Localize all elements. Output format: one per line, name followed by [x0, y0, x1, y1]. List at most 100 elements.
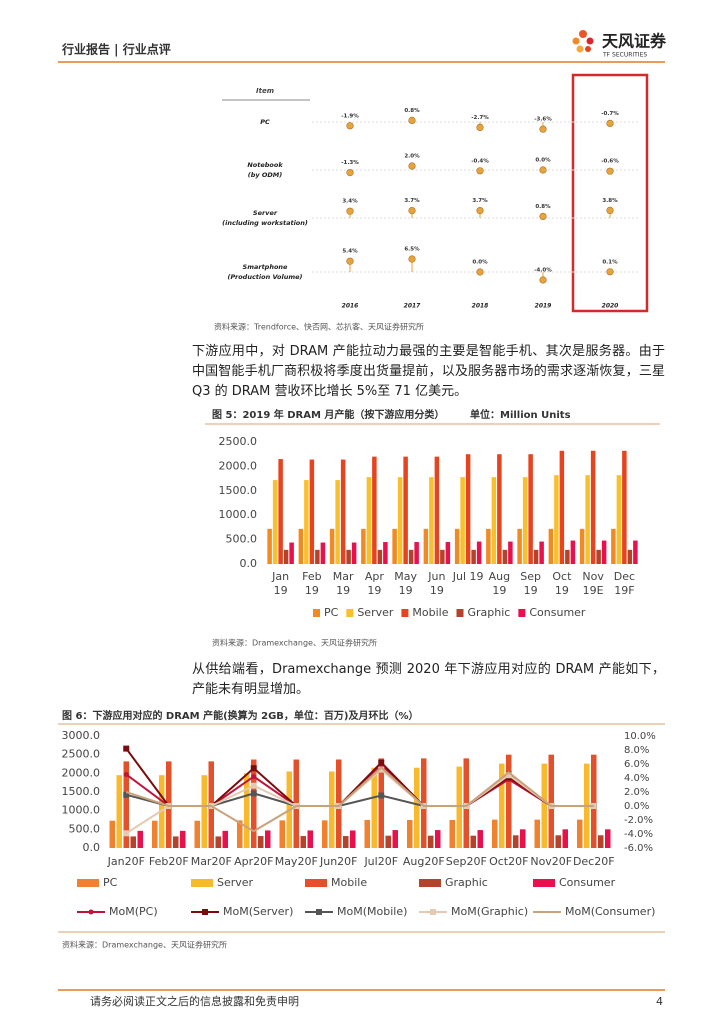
line-marker	[250, 790, 257, 797]
bar	[201, 775, 207, 848]
y2-tick-label: -4.0%	[624, 829, 653, 840]
bar	[298, 528, 304, 564]
bar	[517, 528, 522, 564]
x-tick-label: Jul 19	[452, 570, 484, 583]
year-label: 2018	[472, 303, 489, 310]
footer-disclaimer: 请务必阅读正文之后的信息披露和免责申明	[90, 994, 299, 1008]
bar	[429, 477, 434, 564]
y2-tick-label: -6.0%	[624, 843, 653, 854]
bar	[346, 549, 351, 564]
bar	[633, 540, 638, 564]
item-header: Item	[256, 87, 274, 95]
legend-swatch	[77, 879, 99, 887]
y-tick-label: 1500.0	[62, 785, 101, 798]
bar	[237, 820, 243, 848]
bar	[152, 820, 158, 848]
bar	[329, 528, 335, 564]
y-tick-label: 2500.0	[219, 435, 258, 448]
source: 资料来源：Dramexchange、天风证券研究所	[212, 638, 377, 648]
x-tick-label: May	[394, 570, 417, 583]
bar	[244, 773, 250, 848]
dot	[606, 268, 614, 276]
bar	[377, 549, 383, 564]
dot	[408, 162, 416, 170]
bar	[397, 477, 403, 564]
bar	[522, 477, 528, 564]
bar	[137, 830, 143, 848]
value-label: -0.7%	[601, 111, 619, 117]
bar	[361, 528, 366, 564]
bar	[508, 541, 513, 564]
bar	[351, 542, 357, 564]
y2-tick-label: -2.0%	[624, 815, 653, 826]
bar	[329, 771, 335, 848]
y-tick-label: 1000.0	[219, 508, 258, 521]
bar	[116, 775, 122, 848]
legend-label: Consumer	[559, 876, 616, 889]
value-label: -4.0%	[534, 268, 552, 274]
legend-label: MoM(Graphic)	[451, 905, 528, 918]
legend-swatch	[313, 609, 320, 617]
bar	[541, 763, 547, 848]
y-tick-label: 1000.0	[62, 804, 101, 817]
y2-tick-label: 10.0%	[624, 731, 656, 742]
bar	[445, 542, 451, 564]
bar	[304, 480, 309, 564]
x-tick-label: Mar	[333, 570, 354, 583]
bar	[289, 542, 294, 564]
bar	[534, 819, 540, 848]
year-label: 2017	[404, 303, 422, 310]
bar	[622, 450, 627, 564]
line-marker	[378, 792, 385, 799]
x-tick-label: Jan20F	[107, 855, 145, 868]
bar	[605, 829, 611, 848]
bar	[492, 819, 498, 848]
bar	[555, 835, 561, 848]
legend-label: PC	[324, 606, 339, 619]
bar	[350, 830, 356, 848]
value-label: -0.4%	[471, 158, 489, 164]
y-tick-label: 1500.0	[219, 484, 258, 497]
line-marker	[378, 759, 385, 766]
dot	[346, 207, 354, 215]
logo-en: TF SECURITIES	[602, 52, 647, 59]
header-title: 行业报告 | 行业点评	[61, 42, 171, 57]
bar	[548, 528, 554, 564]
year-label: 2019	[535, 303, 552, 310]
value-label: -1.9%	[341, 113, 359, 119]
bar	[616, 475, 622, 564]
x-tick-label: Sep20F	[446, 855, 487, 868]
x-tick-label: Nov	[582, 570, 604, 583]
bar	[272, 480, 278, 564]
bar	[513, 835, 519, 848]
value-label: 0.8%	[535, 204, 551, 210]
y-tick-label: 2500.0	[62, 748, 101, 761]
x-tick-label: 19	[430, 584, 444, 597]
bar	[528, 454, 533, 564]
bar	[194, 820, 200, 848]
value-label: 0.0%	[472, 260, 488, 266]
x-tick-label: 19	[336, 584, 350, 597]
bar	[392, 528, 397, 564]
source: 资料来源：Dramexchange、天风证券研究所	[62, 940, 227, 950]
legend-marker	[88, 909, 94, 915]
paragraph: 从供给端看，Dramexchange 预测 2020 年下游应用对应的 DRAM…	[192, 662, 665, 697]
dot	[606, 119, 614, 127]
legend-label: PC	[103, 876, 118, 889]
dot	[476, 268, 484, 276]
dot	[476, 207, 484, 215]
x-tick-label: Oct	[552, 570, 572, 583]
value-label: -2.7%	[471, 115, 489, 121]
bar	[460, 477, 465, 564]
legend-marker	[316, 909, 322, 915]
dot	[606, 206, 614, 214]
logo-icon	[572, 30, 594, 53]
bar	[591, 754, 597, 848]
x-tick-label: Aug20F	[403, 855, 445, 868]
bar	[423, 528, 429, 564]
x-tick-label: 19	[492, 584, 506, 597]
bar	[279, 820, 285, 848]
logo-text: 天风证券	[602, 32, 667, 51]
